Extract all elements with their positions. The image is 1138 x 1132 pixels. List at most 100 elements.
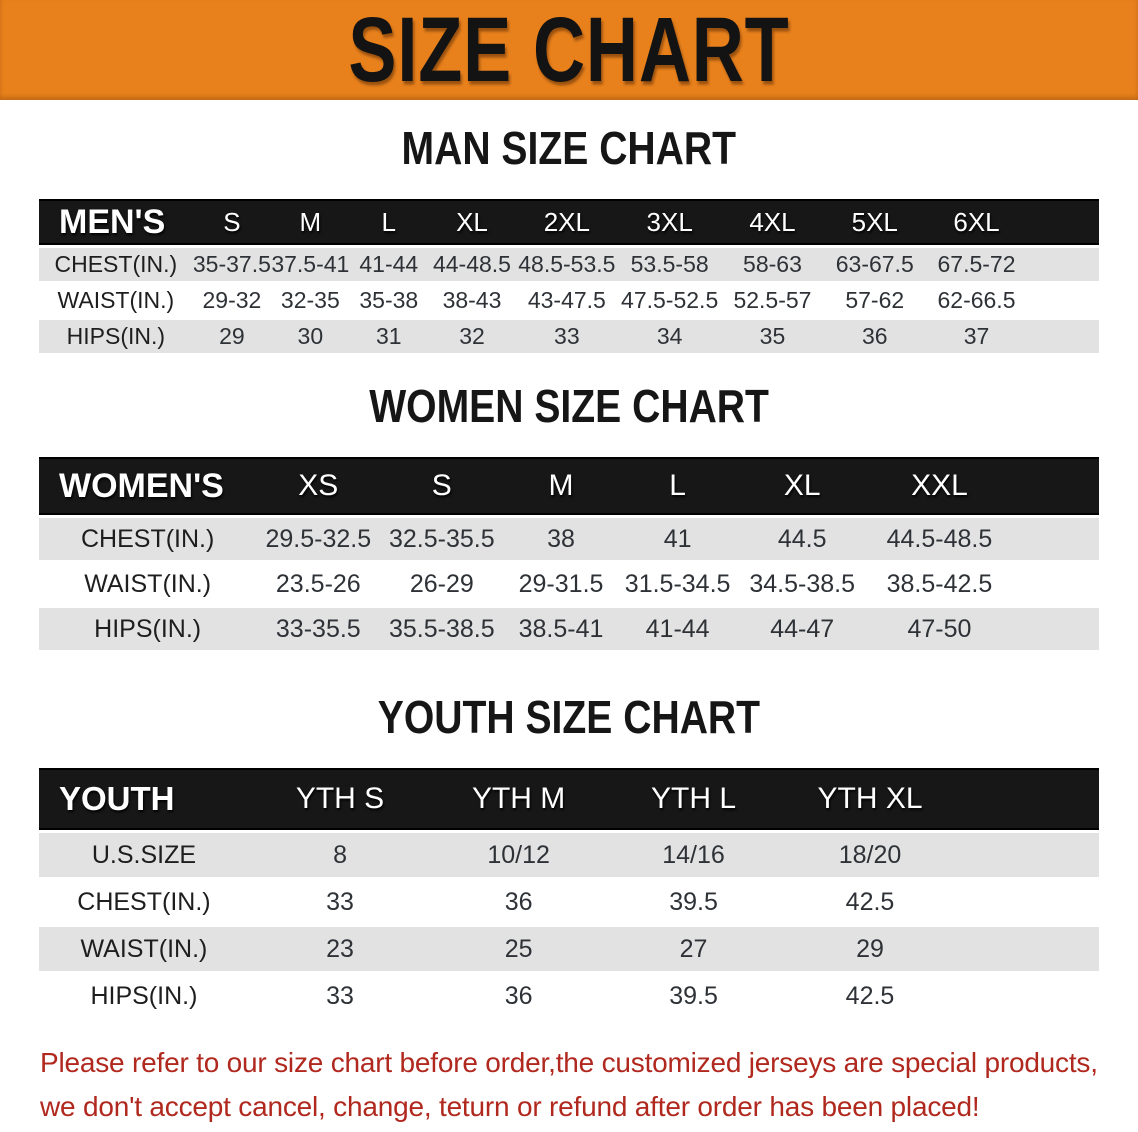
women-size-table: WOMEN'S XS S M L XL XXL CHEST(IN.) 29.5-32.5 32.… <box>39 454 1099 653</box>
size-value-cell: 23.5-26 <box>256 563 381 605</box>
row-filler-cell <box>1026 284 1099 317</box>
header-row: WOMEN'S XS S M L XL XXL <box>39 457 1099 515</box>
size-value-cell: 36 <box>431 880 607 924</box>
measurement-row: HIPS(IN.) 33-35.5 35.5-38.5 38.5-41 41-44 44-… <box>39 608 1099 650</box>
size-chart-banner: SIZE CHART <box>0 0 1138 100</box>
size-value-cell: 38 <box>503 518 619 560</box>
row-label: WAIST(IN.) <box>39 284 193 317</box>
youth-table-header: YOUTH YTH S YTH M YTH L YTH XL <box>39 768 1099 830</box>
size-value-cell: 32-35 <box>271 284 350 317</box>
men-section-heading: MAN SIZE CHART <box>401 122 737 174</box>
row-label: CHEST(IN.) <box>39 880 249 924</box>
size-value-cell: 33-35.5 <box>256 608 381 650</box>
size-value-cell: 29-32 <box>192 284 272 317</box>
size-value-cell: 33 <box>248 880 432 924</box>
size-column-header: 5XL <box>823 199 927 245</box>
size-value-cell: 62-66.5 <box>926 284 1027 317</box>
size-value-cell: 44.5 <box>736 518 868 560</box>
row-filler-cell <box>959 880 1099 924</box>
size-value-cell: 35-37.5 <box>192 248 272 281</box>
women-table-header: WOMEN'S XS S M L XL XXL <box>39 457 1099 515</box>
size-value-cell: 44-47 <box>736 608 868 650</box>
size-value-cell: 37.5-41 <box>271 248 350 281</box>
size-column-header: 6XL <box>926 199 1027 245</box>
size-column-header: 3XL <box>617 199 722 245</box>
size-value-cell: 42.5 <box>780 974 960 1018</box>
size-value-cell: 67.5-72 <box>926 248 1027 281</box>
size-value-cell: 38.5-42.5 <box>867 563 1011 605</box>
size-value-cell: 63-67.5 <box>823 248 927 281</box>
disclaimer: Please refer to our size chart before or… <box>40 1041 1100 1129</box>
row-label: CHEST(IN.) <box>39 248 193 281</box>
banner-title: SIZE CHART <box>348 0 790 101</box>
size-value-cell: 41-44 <box>618 608 737 650</box>
size-value-cell: 8 <box>248 833 432 877</box>
row-label: WAIST(IN.) <box>39 563 257 605</box>
disclaimer-line-2: we don't accept cancel, change, teturn o… <box>40 1091 980 1122</box>
measurement-row: WAIST(IN.) 23 25 27 29 <box>39 927 1099 971</box>
row-label: WAIST(IN.) <box>39 927 249 971</box>
women-section-heading: WOMEN SIZE CHART <box>369 380 769 432</box>
size-value-cell: 47-50 <box>867 608 1011 650</box>
size-value-cell: 33 <box>248 974 432 1018</box>
measurement-row: U.S.SIZE 8 10/12 14/16 18/20 <box>39 833 1099 877</box>
size-column-header: XL <box>428 199 516 245</box>
size-value-cell: 44.5-48.5 <box>867 518 1011 560</box>
size-column-header: M <box>271 199 350 245</box>
row-filler-cell <box>1026 248 1099 281</box>
size-value-cell: 31 <box>349 320 428 353</box>
size-column-header: 4XL <box>721 199 824 245</box>
row-filler-cell <box>1026 320 1099 353</box>
size-value-cell: 58-63 <box>721 248 824 281</box>
size-value-cell: 26-29 <box>380 563 504 605</box>
size-value-cell: 38.5-41 <box>503 608 619 650</box>
size-value-cell: 43-47.5 <box>515 284 618 317</box>
measurement-row: CHEST(IN.) 35-37.5 37.5-41 41-44 44-48.5 48.5… <box>39 248 1099 281</box>
size-column-header: L <box>618 457 737 515</box>
measurement-row: HIPS(IN.) 29 30 31 32 33 34 35 36 37 <box>39 320 1099 353</box>
size-value-cell: 39.5 <box>606 880 781 924</box>
size-value-cell: 29 <box>192 320 272 353</box>
size-column-header: M <box>503 457 619 515</box>
size-value-cell: 38-43 <box>428 284 516 317</box>
corner-label: YOUTH <box>39 768 249 830</box>
measurement-row: WAIST(IN.) 29-32 32-35 35-38 38-43 43-47.5 47.… <box>39 284 1099 317</box>
corner-label: WOMEN'S <box>39 457 257 515</box>
header-filler-cell <box>1026 199 1099 245</box>
row-filler-cell <box>1010 608 1099 650</box>
size-value-cell: 41 <box>618 518 737 560</box>
size-value-cell: 30 <box>271 320 350 353</box>
row-label: HIPS(IN.) <box>39 974 249 1018</box>
size-value-cell: 10/12 <box>431 833 607 877</box>
row-label: HIPS(IN.) <box>39 320 193 353</box>
size-column-header: YTH M <box>431 768 607 830</box>
header-row: YOUTH YTH S YTH M YTH L YTH XL <box>39 768 1099 830</box>
size-value-cell: 36 <box>823 320 927 353</box>
men-table-body: CHEST(IN.) 35-37.5 37.5-41 41-44 44-48.5 48.5… <box>39 248 1099 353</box>
size-value-cell: 35 <box>721 320 824 353</box>
youth-table-body: U.S.SIZE 8 10/12 14/16 18/20 CHEST(IN.) 33 36 39… <box>39 833 1099 1018</box>
size-column-header: YTH XL <box>780 768 960 830</box>
size-value-cell: 25 <box>431 927 607 971</box>
header-filler-cell <box>1010 457 1099 515</box>
size-value-cell: 41-44 <box>349 248 428 281</box>
row-filler-cell <box>959 974 1099 1018</box>
size-value-cell: 35-38 <box>349 284 428 317</box>
size-value-cell: 34 <box>617 320 722 353</box>
size-value-cell: 32.5-35.5 <box>380 518 504 560</box>
row-filler-cell <box>1010 563 1099 605</box>
size-value-cell: 34.5-38.5 <box>736 563 868 605</box>
size-value-cell: 47.5-52.5 <box>617 284 722 317</box>
row-label: U.S.SIZE <box>39 833 249 877</box>
size-value-cell: 35.5-38.5 <box>380 608 504 650</box>
size-value-cell: 39.5 <box>606 974 781 1018</box>
disclaimer-line-1: Please refer to our size chart before or… <box>40 1047 1098 1078</box>
size-value-cell: 44-48.5 <box>428 248 516 281</box>
men-table-header: MEN'S S M L XL 2XL 3XL 4XL 5XL 6XL <box>39 199 1099 245</box>
youth-section-heading: YOUTH SIZE CHART <box>377 691 761 743</box>
row-filler-cell <box>1010 518 1099 560</box>
size-value-cell: 48.5-53.5 <box>515 248 618 281</box>
size-column-header: XL <box>736 457 868 515</box>
measurement-row: CHEST(IN.) 33 36 39.5 42.5 <box>39 880 1099 924</box>
size-value-cell: 57-62 <box>823 284 927 317</box>
